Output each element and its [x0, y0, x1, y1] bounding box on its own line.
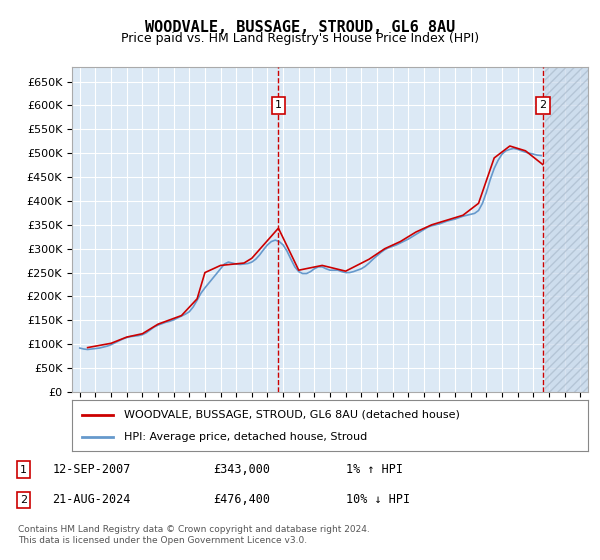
- Text: 1: 1: [20, 465, 27, 475]
- Text: £476,400: £476,400: [214, 493, 271, 506]
- Text: HPI: Average price, detached house, Stroud: HPI: Average price, detached house, Stro…: [124, 432, 367, 442]
- Text: £343,000: £343,000: [214, 463, 271, 476]
- Text: 1: 1: [275, 100, 282, 110]
- Text: 2: 2: [539, 100, 546, 110]
- Text: 2: 2: [20, 495, 27, 505]
- Text: WOODVALE, BUSSAGE, STROUD, GL6 8AU: WOODVALE, BUSSAGE, STROUD, GL6 8AU: [145, 20, 455, 35]
- Bar: [545, 67, 588, 392]
- Text: 12-SEP-2007: 12-SEP-2007: [52, 463, 131, 476]
- Text: 21-AUG-2024: 21-AUG-2024: [52, 493, 131, 506]
- Text: Contains HM Land Registry data © Crown copyright and database right 2024.
This d: Contains HM Land Registry data © Crown c…: [18, 525, 370, 545]
- Text: 10% ↓ HPI: 10% ↓ HPI: [346, 493, 410, 506]
- Text: 1% ↑ HPI: 1% ↑ HPI: [346, 463, 403, 476]
- Text: Price paid vs. HM Land Registry's House Price Index (HPI): Price paid vs. HM Land Registry's House …: [121, 32, 479, 45]
- Text: WOODVALE, BUSSAGE, STROUD, GL6 8AU (detached house): WOODVALE, BUSSAGE, STROUD, GL6 8AU (deta…: [124, 409, 460, 419]
